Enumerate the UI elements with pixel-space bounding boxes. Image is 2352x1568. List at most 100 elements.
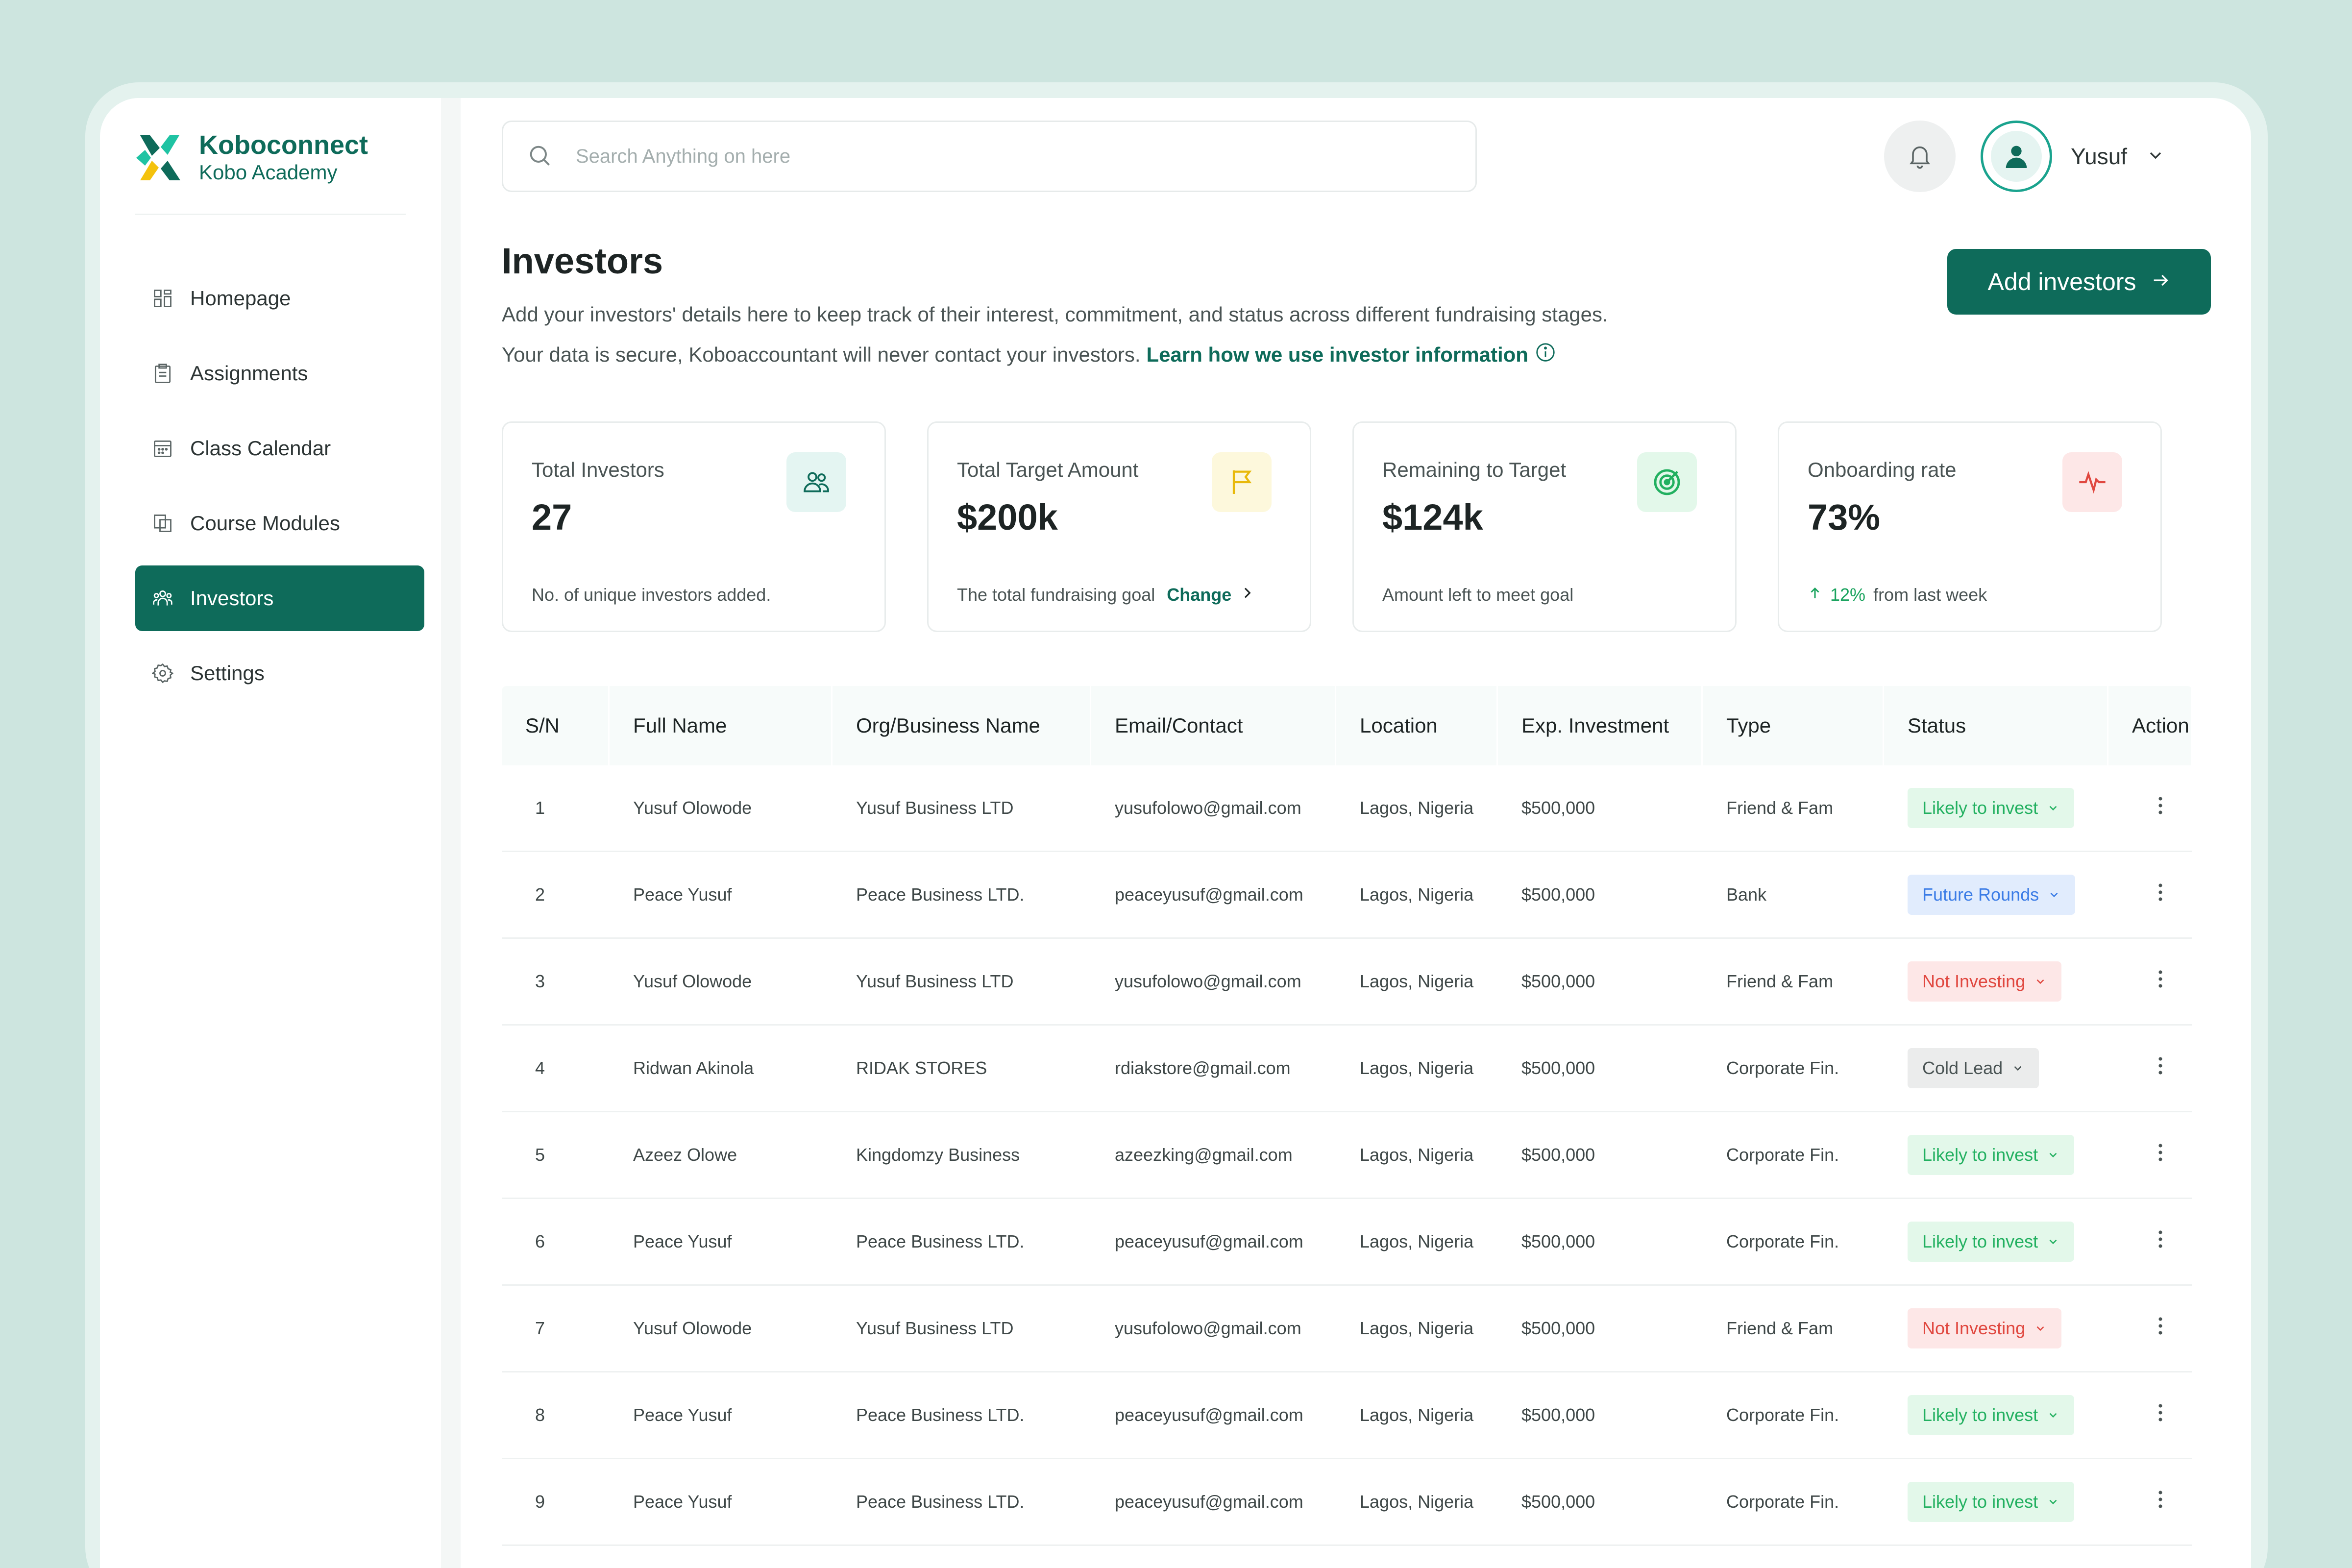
people-icon [786,452,846,512]
status-dropdown[interactable]: Cold Lead [1908,1048,2039,1088]
column-header: Type [1703,686,1884,765]
sidebar-item-investors[interactable]: Investors [135,565,424,631]
cell-email[interactable]: peaceyusuf@gmail.com [1115,1231,1303,1251]
cell-status: Future Rounds [1884,875,2108,915]
table-row[interactable]: 5 Azeez Olowe Kingdomzy Business azeezking@… [502,1112,2192,1199]
cell-investment: $500,000 [1521,1492,1595,1512]
status-dropdown[interactable]: Likely to invest [1908,1395,2075,1435]
brand-name: Koboconnect [199,130,368,160]
row-actions-menu[interactable] [2108,969,2192,994]
row-actions-menu[interactable] [2108,1490,2192,1515]
table-row[interactable]: 4 Ridwan Akinola RIDAK STORES rdiakstore@gm… [502,1026,2192,1112]
stat-footnote: The total fundraising goal Change [957,585,1255,605]
table-row[interactable]: 8 Peace Yusuf Peace Business LTD. peaceyusu… [502,1372,2192,1459]
chevron-down-icon [2014,1066,2022,1071]
table-row[interactable]: 7 Yusuf Olowode Yusuf Business LTD yusufolo… [502,1286,2192,1372]
row-actions-menu[interactable] [2108,1229,2192,1254]
sidebar-item-label: Settings [190,662,265,685]
avatar[interactable] [1981,121,2052,192]
row-actions-menu[interactable] [2108,1143,2192,1168]
cell-org: Peace Business LTD. [856,884,1025,905]
row-actions-menu[interactable] [2108,1316,2192,1341]
sidebar-divider [135,214,406,215]
chevron-right-icon[interactable] [1239,585,1255,605]
chevron-down-icon[interactable] [2146,146,2165,168]
status-label: Likely to invest [1922,798,2038,818]
stat-footnote-text: The total fundraising goal [957,585,1155,605]
user-menu[interactable]: Yusuf [1981,121,2165,192]
status-dropdown[interactable]: Not Investing [1908,1308,2062,1348]
add-investors-button[interactable]: Add investors [1947,249,2211,315]
cell-email[interactable]: peaceyusuf@gmail.com [1115,1492,1303,1512]
cell-sn: 2 [535,884,545,905]
search-input[interactable]: Search Anything on here [576,145,791,167]
cell-location: Lagos, Nigeria [1360,1145,1474,1165]
privacy-note: Your data is secure, Koboaccountant will… [502,341,1557,368]
table-row[interactable]: 2 Peace Yusuf Peace Business LTD. peaceyusu… [502,852,2192,939]
table-row[interactable]: 3 Yusuf Olowode Yusuf Business LTD yusufolo… [502,939,2192,1026]
cell-name: Yusuf Olowode [633,1318,752,1338]
stat-footnote: No. of unique investors added. [532,585,771,605]
status-dropdown[interactable]: Likely to invest [1908,788,2075,828]
table-row[interactable]: 9 Peace Yusuf Peace Business LTD. peaceyusu… [502,1459,2192,1546]
cell-email[interactable]: peaceyusuf@gmail.com [1115,1405,1303,1425]
change-target-link[interactable]: Change [1167,585,1232,605]
cell-email[interactable]: yusufolowo@gmail.com [1115,1318,1301,1338]
cell-status: Not Investing [1884,961,2108,1002]
cell-type: Corporate Fin. [1726,1492,1839,1512]
status-dropdown[interactable]: Likely to invest [1908,1222,2075,1262]
brand-logo[interactable]: Koboconnect Kobo Academy [135,130,368,185]
status-label: Likely to invest [1922,1405,2038,1425]
sidebar-item-settings[interactable]: Settings [135,640,424,706]
stat-label: Remaining to Target [1382,458,1567,481]
cell-name: Yusuf Olowode [633,971,752,991]
column-header: Email/Contact [1091,686,1336,765]
more-vertical-icon [2158,1056,2162,1075]
cell-name: Azeez Olowe [633,1145,737,1165]
table-body: 1 Yusuf Olowode Yusuf Business LTD yusufolo… [502,765,2192,1546]
status-dropdown[interactable]: Future Rounds [1908,875,2076,915]
status-label: Not Investing [1922,971,2026,991]
more-vertical-icon [2158,1403,2162,1421]
status-dropdown[interactable]: Not Investing [1908,961,2062,1002]
stat-label: Total Target Amount [957,458,1139,481]
cell-email[interactable]: rdiakstore@gmail.com [1115,1058,1291,1078]
cell-email[interactable]: peaceyusuf@gmail.com [1115,884,1303,905]
sidebar-item-label: Class Calendar [190,437,331,460]
grid-icon [150,286,175,311]
cell-sn: 6 [535,1231,545,1251]
cell-type: Corporate Fin. [1726,1231,1839,1251]
row-actions-menu[interactable] [2108,796,2192,821]
cell-email[interactable]: yusufolowo@gmail.com [1115,971,1301,991]
table-row[interactable]: 1 Yusuf Olowode Yusuf Business LTD yusufolo… [502,765,2192,852]
cell-location: Lagos, Nigeria [1360,1231,1474,1251]
sidebar-item-class-calendar[interactable]: Class Calendar [135,416,424,481]
cell-status: Likely to invest [1884,1135,2108,1175]
search-bar[interactable]: Search Anything on here [502,121,1477,192]
cell-investment: $500,000 [1521,798,1595,818]
cell-email[interactable]: yusufolowo@gmail.com [1115,798,1301,818]
cell-org: RIDAK STORES [856,1058,987,1078]
stat-card-target-amount: Total Target Amount $200k The total fund… [927,421,1311,632]
table-row[interactable]: 6 Peace Yusuf Peace Business LTD. peaceyusu… [502,1199,2192,1286]
learn-more-link[interactable]: Learn how we use investor information [1146,343,1528,366]
notification-button[interactable] [1884,121,1956,192]
arrow-right-icon [2151,268,2170,296]
status-dropdown[interactable]: Likely to invest [1908,1135,2075,1175]
cell-org: Yusuf Business LTD [856,971,1014,991]
cell-location: Lagos, Nigeria [1360,1058,1474,1078]
info-icon[interactable] [1534,341,1557,368]
row-actions-menu[interactable] [2108,882,2192,907]
sidebar-item-homepage[interactable]: Homepage [135,266,424,331]
row-actions-menu[interactable] [2108,1403,2192,1428]
sidebar-item-assignments[interactable]: Assignments [135,341,424,406]
cell-sn: 5 [535,1145,545,1165]
row-actions-menu[interactable] [2108,1056,2192,1081]
sidebar-item-course-modules[interactable]: Course Modules [135,490,424,556]
cell-location: Lagos, Nigeria [1360,1318,1474,1338]
cell-email[interactable]: azeezking@gmail.com [1115,1145,1293,1165]
status-dropdown[interactable]: Likely to invest [1908,1482,2075,1522]
status-label: Likely to invest [1922,1231,2038,1251]
cell-type: Bank [1726,884,1767,905]
calendar-icon [150,436,175,461]
